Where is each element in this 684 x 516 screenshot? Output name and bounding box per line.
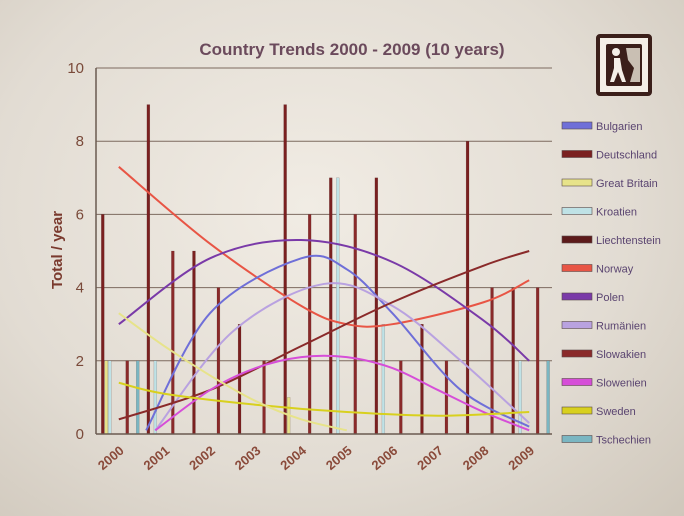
bar-slowakien-2000 xyxy=(125,360,129,435)
legend-swatch xyxy=(561,121,593,130)
x-tick-label: 2009 xyxy=(505,443,537,473)
trendline-slowenien xyxy=(154,354,530,432)
y-axis-label: Total / year xyxy=(49,211,66,289)
x-tick-label: 2003 xyxy=(232,443,264,473)
bar-slowakien-2007 xyxy=(444,360,449,435)
x-tick-label: 2001 xyxy=(141,443,173,473)
x-tick-label: 2002 xyxy=(186,443,218,473)
bar-deutschland-2001 xyxy=(146,104,151,435)
legend-label: Slowakien xyxy=(596,349,646,361)
bar-deutschland-2005 xyxy=(329,177,333,435)
bar-deutschland-2002 xyxy=(192,250,196,435)
y-tick-label: 10 xyxy=(67,60,84,77)
legend-label: Slowenien xyxy=(596,378,647,390)
y-tick-labels: 0 2 4 6 8 10 xyxy=(67,60,84,443)
x-tick-label: 2004 xyxy=(277,442,309,473)
bar-slowakien-2009 xyxy=(535,287,540,435)
legend-label: Liechtenstein xyxy=(596,235,661,247)
trendline-norway xyxy=(118,166,530,328)
bar-deutschland-2006 xyxy=(374,177,379,435)
legend-label: Polen xyxy=(596,292,624,304)
trendline-polen xyxy=(118,239,530,362)
legend-swatch xyxy=(561,207,593,215)
trendline-slowakien xyxy=(118,250,530,421)
legend-swatch xyxy=(561,321,593,329)
trendline-rumnien xyxy=(154,282,530,431)
chart-title: Country Trends 2000 - 2009 (10 years) xyxy=(199,40,504,59)
y-tick-label: 2 xyxy=(76,353,84,370)
x-tick-label: 2005 xyxy=(323,443,355,473)
legend-swatch xyxy=(561,435,593,443)
y-tick-label: 6 xyxy=(76,206,84,223)
legend-swatch xyxy=(561,178,593,187)
legend-label: Tschechien xyxy=(596,435,651,447)
legend-swatch xyxy=(561,235,593,244)
bar-slowakien-2003 xyxy=(262,360,266,435)
legend-label: Deutschland xyxy=(596,150,657,162)
legend-label: Rumänien xyxy=(596,321,646,333)
x-tick-label: 2008 xyxy=(460,443,492,473)
x-tick-label: 2000 xyxy=(95,443,127,473)
legend: Bulgarien Deutschland Great Britain Kroatie… xyxy=(561,121,661,447)
trendline-bulgarien xyxy=(145,254,530,431)
trendline-layer xyxy=(118,166,530,432)
x-tick-label: 2007 xyxy=(414,443,446,473)
bar-deutschland-2008 xyxy=(465,140,470,435)
legend-swatch xyxy=(561,378,593,386)
axes xyxy=(95,68,552,435)
trendline-greatbritain xyxy=(118,312,348,432)
y-tick-label: 8 xyxy=(76,133,84,150)
bar-greatbritain-2000 xyxy=(104,360,108,435)
legend-swatch xyxy=(561,292,593,301)
legend-label: Great Britain xyxy=(596,178,658,190)
legend-label: Norway xyxy=(596,264,634,276)
y-tick-label: 4 xyxy=(76,280,84,297)
bar-slowakien-2002 xyxy=(216,287,221,435)
legend-label: Kroatien xyxy=(596,207,637,219)
bar-deutschland-2004 xyxy=(283,104,287,435)
bar-slowakien-2004 xyxy=(307,214,312,435)
trendline-sweden xyxy=(118,381,530,417)
legend-swatch xyxy=(561,150,593,158)
x-tick-labels: 2000 2001 2002 2003 2004 2005 2006 2007 2008 2009 xyxy=(95,442,537,473)
bar-slowakien-2008 xyxy=(490,287,494,435)
legend-swatch xyxy=(561,349,593,358)
x-tick-label: 2006 xyxy=(369,443,401,473)
legend-label: Sweden xyxy=(596,406,636,418)
bar-tschechien-2009 xyxy=(546,360,550,435)
legend-label: Bulgarien xyxy=(596,121,642,133)
bar-tschechien-2000 xyxy=(136,360,140,435)
gridlines xyxy=(96,67,552,435)
bar-kroatien-2001 xyxy=(153,360,158,435)
logo-icon xyxy=(596,34,652,96)
bar-kroatien-2006 xyxy=(381,324,386,435)
y-tick-label: 0 xyxy=(76,426,84,443)
legend-swatch xyxy=(561,406,593,415)
bar-deutschland-2003 xyxy=(237,324,242,435)
bar-deutschland-2007 xyxy=(420,324,424,435)
bar-kroatien-2005 xyxy=(336,177,340,435)
legend-swatch xyxy=(561,264,593,272)
bar-kroatien-2000 xyxy=(108,360,112,435)
bar-deutschland-2000 xyxy=(101,214,105,435)
